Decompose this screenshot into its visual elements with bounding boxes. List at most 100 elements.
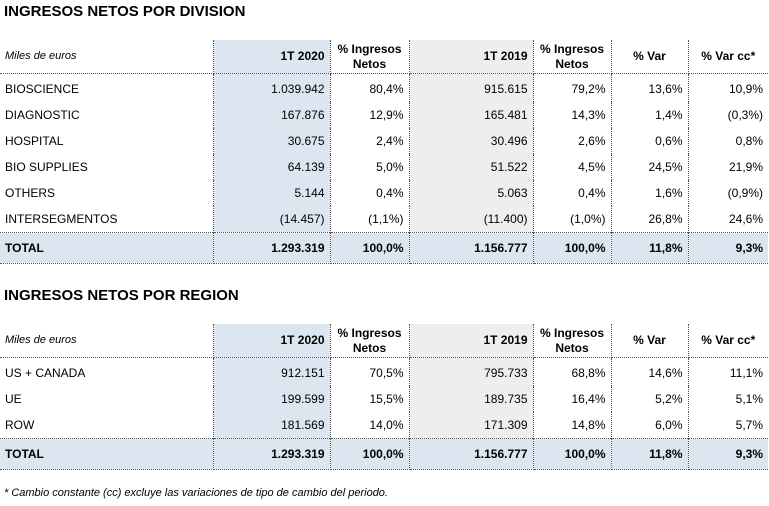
footnote: * Cambio constante (cc) excluye las vari… — [4, 487, 388, 499]
region-cell-p2020: 70,5% — [330, 358, 409, 387]
region-table-body: US + CANADA 912.151 70,5% 795.733 68,8% 14,6%… — [0, 358, 768, 470]
division-cell-varcc: 0,8% — [688, 128, 768, 154]
region-cell-label: ROW — [0, 412, 213, 439]
division-cell-var: 1,4% — [611, 102, 688, 128]
division-header-var: % Var — [611, 40, 688, 74]
division-total-v2019: 1.156.777 — [409, 233, 533, 264]
region-cell-p2019: 14,8% — [533, 412, 611, 439]
region-table-row: UE 199.599 15,5% 189.735 16,4% 5,2% 5,1% — [0, 386, 768, 412]
region-header-varcc: % Var cc* — [688, 324, 768, 358]
division-cell-var: 0,6% — [611, 128, 688, 154]
region-header-pct-2019: % Ingresos Netos — [533, 324, 611, 358]
region-header-1t2020: 1T 2020 — [213, 324, 330, 358]
division-cell-v2019: 51.522 — [409, 154, 533, 180]
region-cell-varcc: 5,1% — [688, 386, 768, 412]
division-cell-p2019: (1,0%) — [533, 206, 611, 233]
division-table-row: BIO SUPPLIES 64.139 5,0% 51.522 4,5% 24,5% 21,… — [0, 154, 768, 180]
division-cell-v2020: 167.876 — [213, 102, 330, 128]
region-cell-v2020: 912.151 — [213, 358, 330, 387]
division-cell-varcc: 21,9% — [688, 154, 768, 180]
region-total-var: 11,8% — [611, 439, 688, 470]
division-cell-var: 1,6% — [611, 180, 688, 206]
division-cell-p2020: (1,1%) — [330, 206, 409, 233]
region-cell-varcc: 5,7% — [688, 412, 768, 439]
division-cell-varcc: (0,3%) — [688, 102, 768, 128]
division-cell-label: BIO SUPPLIES — [0, 154, 213, 180]
division-table: Miles de euros 1T 2020 % Ingresos Netos 1… — [0, 40, 768, 264]
division-cell-label: HOSPITAL — [0, 128, 213, 154]
division-cell-label: OTHERS — [0, 180, 213, 206]
division-table-body: BIOSCIENCE 1.039.942 80,4% 915.615 79,2% 13,6… — [0, 74, 768, 264]
division-cell-p2020: 12,9% — [330, 102, 409, 128]
division-header-pct-2020: % Ingresos Netos — [330, 40, 409, 74]
region-header-1t2019: 1T 2019 — [409, 324, 533, 358]
division-cell-p2020: 5,0% — [330, 154, 409, 180]
division-cell-varcc: 24,6% — [688, 206, 768, 233]
division-cell-p2019: 14,3% — [533, 102, 611, 128]
division-total-v2020: 1.293.319 — [213, 233, 330, 264]
division-header-pct-2019: % Ingresos Netos — [533, 40, 611, 74]
division-header-row: Miles de euros 1T 2020 % Ingresos Netos 1… — [0, 40, 768, 74]
region-table-row: US + CANADA 912.151 70,5% 795.733 68,8% 14,6%… — [0, 358, 768, 387]
region-total-p2019: 100,0% — [533, 439, 611, 470]
division-cell-v2019: 915.615 — [409, 74, 533, 103]
region-total-v2020: 1.293.319 — [213, 439, 330, 470]
division-cell-v2020: 5.144 — [213, 180, 330, 206]
division-cell-p2020: 2,4% — [330, 128, 409, 154]
region-cell-label: UE — [0, 386, 213, 412]
division-cell-v2020: (14.457) — [213, 206, 330, 233]
division-total-p2019: 100,0% — [533, 233, 611, 264]
region-cell-p2019: 16,4% — [533, 386, 611, 412]
division-table-row: HOSPITAL 30.675 2,4% 30.496 2,6% 0,6% 0,8% — [0, 128, 768, 154]
division-total-label: TOTAL — [0, 233, 213, 264]
division-cell-v2019: 30.496 — [409, 128, 533, 154]
region-total-v2019: 1.156.777 — [409, 439, 533, 470]
region-cell-label: US + CANADA — [0, 358, 213, 387]
division-total-p2020: 100,0% — [330, 233, 409, 264]
division-cell-label: BIOSCIENCE — [0, 74, 213, 103]
division-cell-v2019: 165.481 — [409, 102, 533, 128]
region-header-pct-2020: % Ingresos Netos — [330, 324, 409, 358]
region-cell-p2020: 14,0% — [330, 412, 409, 439]
region-total-label: TOTAL — [0, 439, 213, 470]
division-header-1t2019: 1T 2019 — [409, 40, 533, 74]
region-table: Miles de euros 1T 2020 % Ingresos Netos 1… — [0, 324, 768, 470]
region-total-row: TOTAL 1.293.319 100,0% 1.156.777 100,0% 11,8%… — [0, 439, 768, 470]
region-cell-v2019: 795.733 — [409, 358, 533, 387]
region-cell-v2019: 171.309 — [409, 412, 533, 439]
region-header-var: % Var — [611, 324, 688, 358]
division-cell-v2020: 1.039.942 — [213, 74, 330, 103]
region-cell-v2019: 189.735 — [409, 386, 533, 412]
division-cell-label: DIAGNOSTIC — [0, 102, 213, 128]
region-cell-varcc: 11,1% — [688, 358, 768, 387]
region-total-p2020: 100,0% — [330, 439, 409, 470]
division-cell-v2020: 64.139 — [213, 154, 330, 180]
division-cell-p2019: 4,5% — [533, 154, 611, 180]
division-cell-p2019: 0,4% — [533, 180, 611, 206]
division-section-title: INGRESOS NETOS POR DIVISION — [4, 3, 245, 20]
division-table-row: BIOSCIENCE 1.039.942 80,4% 915.615 79,2% 13,6… — [0, 74, 768, 103]
division-cell-varcc: (0,9%) — [688, 180, 768, 206]
region-section-title: INGRESOS NETOS POR REGION — [4, 287, 239, 304]
division-cell-var: 13,6% — [611, 74, 688, 103]
division-table-row: OTHERS 5.144 0,4% 5.063 0,4% 1,6% (0,9%) — [0, 180, 768, 206]
division-total-var: 11,8% — [611, 233, 688, 264]
region-cell-v2020: 181.569 — [213, 412, 330, 439]
region-cell-p2020: 15,5% — [330, 386, 409, 412]
division-row-label-header: Miles de euros — [0, 40, 213, 74]
region-cell-var: 6,0% — [611, 412, 688, 439]
division-total-row: TOTAL 1.293.319 100,0% 1.156.777 100,0% 11,8%… — [0, 233, 768, 264]
division-cell-v2019: 5.063 — [409, 180, 533, 206]
region-total-varcc: 9,3% — [688, 439, 768, 470]
region-table-row: ROW 181.569 14,0% 171.309 14,8% 6,0% 5,7% — [0, 412, 768, 439]
division-cell-p2020: 0,4% — [330, 180, 409, 206]
division-cell-v2020: 30.675 — [213, 128, 330, 154]
division-header-1t2020: 1T 2020 — [213, 40, 330, 74]
division-cell-label: INTERSEGMENTOS — [0, 206, 213, 233]
region-header-row: Miles de euros 1T 2020 % Ingresos Netos 1… — [0, 324, 768, 358]
division-cell-varcc: 10,9% — [688, 74, 768, 103]
region-cell-v2020: 199.599 — [213, 386, 330, 412]
division-cell-p2019: 79,2% — [533, 74, 611, 103]
division-header-varcc: % Var cc* — [688, 40, 768, 74]
division-table-row: INTERSEGMENTOS (14.457) (1,1%) (11.400) (1,0… — [0, 206, 768, 233]
